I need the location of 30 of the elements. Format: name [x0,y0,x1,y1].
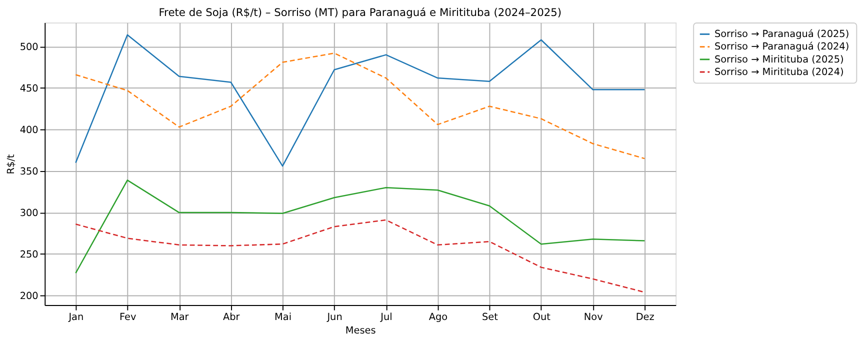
line-series [75,219,646,293]
x-tick-label: Out [532,312,551,324]
legend-label: Sorriso → Paranaguá (2025) [714,29,850,40]
x-tick-label: Nov [584,312,604,324]
y-tick-label: 300 [20,208,38,219]
y-axis-title: R$/t [6,154,17,174]
y-tick-label: 200 [20,290,38,302]
line-series [75,180,646,274]
x-tick-label: Jul [380,312,392,324]
x-axis-title: Meses [345,326,376,337]
y-tick-label: 250 [20,249,38,260]
x-tick-label: Jun [326,312,342,324]
x-tick-label: Jan [68,312,84,324]
y-tick-label: 400 [20,124,38,136]
x-tick-label: Set [482,312,498,324]
legend-label: Sorriso → Miritituba (2025) [714,54,844,66]
x-tick-label: Ago [428,312,448,324]
x-tick-label: Abr [222,312,240,324]
legend-label: Sorriso → Miritituba (2024) [714,66,844,78]
legend-label: Sorriso → Paranaguá (2024) [714,42,850,53]
x-tick-label: Mai [274,312,292,324]
chart-title: Frete de Soja (R$/t) – Sorriso (MT) para Paranaguá e Miritituba (2024–2025) [158,6,562,20]
x-tick-label: Dez [636,312,654,324]
line-series [75,34,646,167]
y-tick-label: 500 [20,42,38,53]
y-tick-label: 350 [20,166,38,178]
x-tick-label: Fev [120,312,137,324]
y-tick-label: 450 [20,83,38,94]
line-series [75,52,646,160]
x-tick-label: Mar [170,312,189,324]
